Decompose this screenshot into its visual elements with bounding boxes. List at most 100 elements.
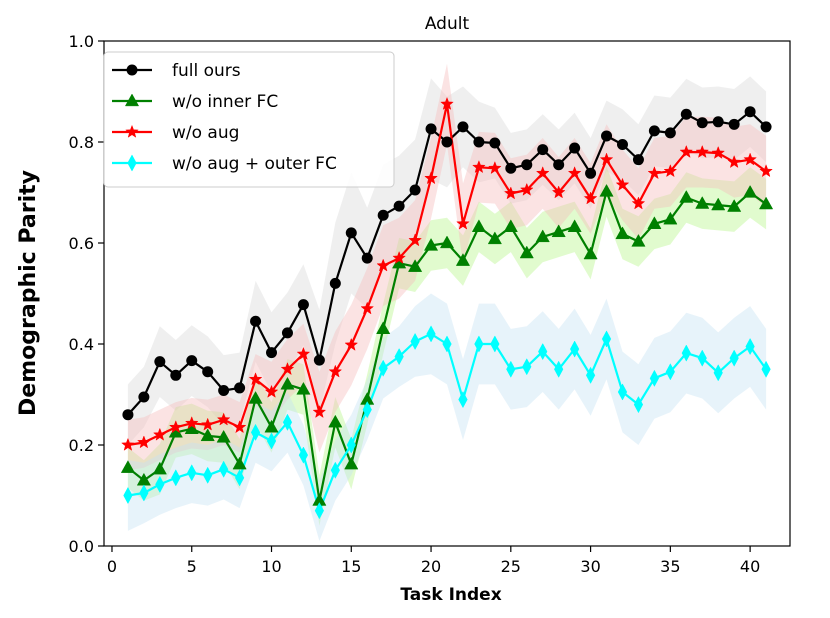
point-series-2-task-17 bbox=[376, 321, 391, 334]
point-series-1-task-32 bbox=[616, 139, 628, 151]
point-series-4-task-8 bbox=[234, 469, 245, 487]
point-series-2-task-39 bbox=[727, 199, 742, 212]
point-series-2-task-22 bbox=[455, 253, 471, 266]
point-series-2-task-7 bbox=[216, 429, 231, 443]
point-series-3-task-2 bbox=[137, 435, 151, 449]
point-series-2-task-3 bbox=[152, 461, 167, 475]
point-series-2-task-6 bbox=[200, 428, 215, 442]
point-series-3-task-7 bbox=[216, 412, 231, 426]
point-series-1-task-38 bbox=[712, 116, 724, 128]
point-series-3-task-4 bbox=[168, 420, 183, 434]
plot-frame bbox=[103, 40, 791, 547]
y-axis-ticks: 0.0 0.2 0.4 0.6 0.8 1.0 bbox=[69, 32, 104, 556]
point-series-1-task-9 bbox=[250, 315, 262, 327]
point-series-4-task-20 bbox=[426, 325, 436, 343]
point-series-2-task-33 bbox=[631, 233, 646, 247]
x-tick-label: 15 bbox=[341, 557, 361, 576]
point-series-4-task-11 bbox=[282, 413, 293, 431]
point-series-1-task-20 bbox=[425, 123, 437, 135]
point-series-1-task-7 bbox=[218, 384, 230, 396]
point-series-4-task-29 bbox=[570, 340, 580, 358]
y-tick-label: 0.4 bbox=[69, 335, 94, 354]
legend-label-1: full ours bbox=[172, 61, 241, 81]
band-series-1 bbox=[127, 76, 767, 446]
point-series-3-task-12 bbox=[296, 346, 311, 360]
point-series-4-task-15 bbox=[346, 436, 356, 454]
point-series-3-task-26 bbox=[519, 182, 534, 196]
legend-box bbox=[103, 51, 395, 188]
point-series-1-task-35 bbox=[664, 127, 676, 139]
point-series-1-task-5 bbox=[186, 355, 198, 367]
point-series-4-task-2 bbox=[139, 484, 149, 502]
point-series-1-task-27 bbox=[537, 144, 549, 156]
point-series-3-task-25 bbox=[503, 186, 518, 200]
point-series-1-task-26 bbox=[521, 159, 533, 171]
point-series-3-task-13 bbox=[312, 404, 327, 419]
point-series-1-task-18 bbox=[393, 200, 405, 212]
point-series-1-task-2 bbox=[138, 391, 150, 403]
point-series-3-task-41 bbox=[759, 164, 773, 178]
point-series-4-task-24 bbox=[490, 335, 500, 353]
point-series-4-task-9 bbox=[250, 423, 261, 441]
point-series-2-task-25 bbox=[503, 219, 518, 232]
point-series-2-task-40 bbox=[743, 184, 758, 198]
point-series-1-task-13 bbox=[313, 354, 325, 366]
x-tick-label: 20 bbox=[421, 557, 441, 576]
point-series-4-task-6 bbox=[203, 466, 213, 484]
point-series-2-task-35 bbox=[663, 211, 678, 225]
point-series-3-task-40 bbox=[743, 152, 757, 166]
point-series-4-task-17 bbox=[378, 359, 388, 377]
point-series-3-task-15 bbox=[344, 337, 359, 351]
point-series-2-task-8 bbox=[232, 456, 247, 470]
point-series-2-task-27 bbox=[535, 229, 550, 243]
point-series-3-task-9 bbox=[248, 372, 263, 386]
point-series-4-task-38 bbox=[713, 364, 723, 382]
point-series-3-task-6 bbox=[200, 417, 215, 431]
x-axis-label: Task Index bbox=[400, 585, 501, 605]
point-series-4-task-19 bbox=[410, 332, 420, 351]
point-series-3-task-18 bbox=[392, 250, 406, 264]
point-series-4-task-41 bbox=[761, 360, 771, 378]
point-series-4-task-37 bbox=[697, 349, 707, 367]
x-tick-label: 10 bbox=[261, 557, 281, 576]
y-tick-label: 0.0 bbox=[69, 537, 94, 556]
point-series-4-task-7 bbox=[219, 460, 229, 478]
point-series-4-task-18 bbox=[394, 348, 404, 366]
point-series-4-task-10 bbox=[266, 432, 277, 450]
point-series-3-task-16 bbox=[360, 301, 375, 315]
point-series-4-task-39 bbox=[729, 349, 739, 367]
point-series-1-task-1 bbox=[122, 409, 134, 421]
x-tick-label: 25 bbox=[501, 557, 521, 576]
point-series-2-task-15 bbox=[344, 456, 359, 470]
point-series-4-task-3 bbox=[155, 475, 165, 493]
legend-marker-2 bbox=[124, 93, 140, 107]
point-series-2-task-10 bbox=[264, 419, 279, 433]
point-series-4-task-21 bbox=[442, 335, 452, 353]
point-series-1-task-36 bbox=[680, 108, 692, 120]
point-series-2-task-9 bbox=[248, 391, 263, 404]
point-series-1-task-10 bbox=[266, 347, 278, 359]
legend-marker-1 bbox=[126, 64, 138, 76]
point-series-4-task-5 bbox=[187, 464, 197, 482]
point-series-2-task-23 bbox=[471, 219, 486, 232]
point-series-2-task-20 bbox=[423, 238, 439, 251]
point-series-1-task-19 bbox=[409, 184, 421, 196]
legend-marker-3 bbox=[125, 124, 139, 138]
point-series-2-task-41 bbox=[758, 196, 774, 210]
point-series-3-task-31 bbox=[599, 152, 614, 166]
point-series-2-task-34 bbox=[647, 216, 662, 229]
point-series-3-task-22 bbox=[456, 216, 470, 230]
point-series-1-task-12 bbox=[297, 299, 309, 311]
x-tick-label: 30 bbox=[580, 557, 600, 576]
point-series-3-task-14 bbox=[328, 364, 343, 378]
point-series-1-task-28 bbox=[553, 159, 565, 171]
point-series-3-task-36 bbox=[679, 144, 694, 158]
point-series-3-task-39 bbox=[727, 154, 742, 169]
point-series-3-task-33 bbox=[631, 196, 646, 210]
point-series-2-task-14 bbox=[328, 414, 343, 428]
point-series-4-task-14 bbox=[330, 461, 340, 479]
chart-title: Adult bbox=[425, 14, 470, 34]
point-series-4-task-34 bbox=[649, 369, 660, 387]
point-series-3-task-21 bbox=[440, 96, 454, 110]
point-series-2-task-37 bbox=[695, 196, 710, 209]
